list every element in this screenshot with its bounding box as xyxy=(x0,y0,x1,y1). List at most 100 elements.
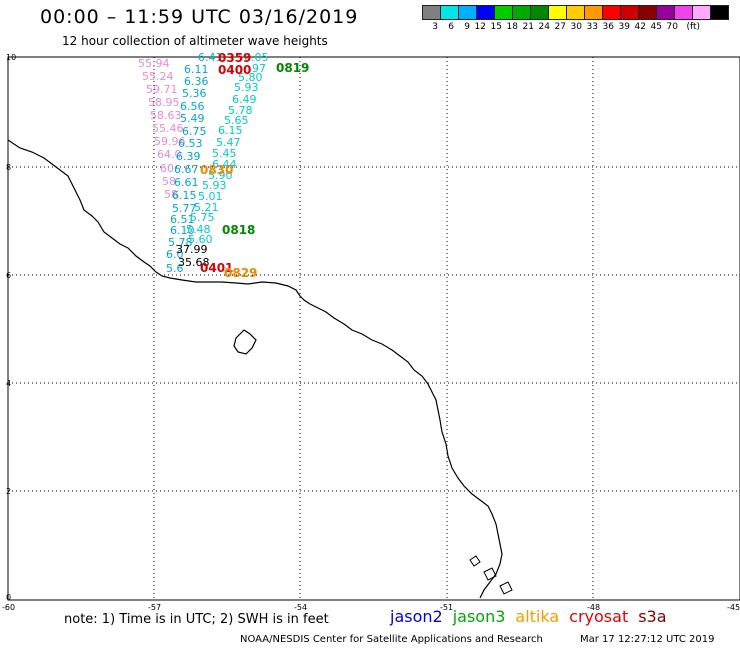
swh-value-label: 6.49 xyxy=(232,93,257,106)
y-tick-10: 10 xyxy=(6,53,16,62)
swh-value-label: 5.80 xyxy=(238,71,263,84)
pass-time-label: 0818 xyxy=(222,223,255,237)
pass-time-label: 0401 xyxy=(200,261,233,275)
swh-value-label: 6.41 xyxy=(198,51,223,64)
swh-value-label: 5.78 xyxy=(228,104,253,117)
legend-label: 36 xyxy=(602,22,614,32)
swh-value-label: 6.75 xyxy=(182,125,207,138)
swh-value-label: 5.47 xyxy=(216,136,241,149)
x-tick--57: -57 xyxy=(148,603,161,612)
swh-value-label: 59.96 xyxy=(154,135,186,148)
swh-value-label: 55.46 xyxy=(152,122,184,135)
swh-value-label: 6.11 xyxy=(184,63,209,76)
swh-value-label: 5.93 xyxy=(202,179,227,192)
swh-value-label: 6.15 xyxy=(218,124,243,137)
swh-value-label: 5.90 xyxy=(208,169,233,182)
swh-value-label: 5.6 xyxy=(166,262,184,275)
satellite-legend: jason2 jason3 altika cryosat s3a xyxy=(390,607,667,626)
swh-value-label: 6.15 xyxy=(172,189,197,202)
swh-value-label: 5.48 xyxy=(186,223,211,236)
swh-value-label: 5.60 xyxy=(188,233,213,246)
legend-label: 45 xyxy=(650,22,662,32)
swh-value-label: 6.56 xyxy=(180,100,205,113)
map-subtitle: 12 hour collection of altimeter wave hei… xyxy=(62,34,328,48)
swh-value-label: 59.71 xyxy=(146,83,178,96)
island-small-a xyxy=(469,555,481,567)
legend-label: 42 xyxy=(634,22,646,32)
swh-value-label: 5.75 xyxy=(190,211,215,224)
x-tick--60: -60 xyxy=(2,603,15,612)
swh-value-label: 5.78 xyxy=(168,236,193,249)
swh-value-label: 60. xyxy=(160,162,178,175)
swh-value-label: 5.21 xyxy=(194,201,219,214)
pass-time-label: 0400 xyxy=(218,63,251,77)
x-tick--54: -54 xyxy=(294,603,307,612)
swh-value-label: 6.53 xyxy=(178,137,203,150)
swh-value-label: 55.94 xyxy=(138,57,170,70)
swh-value-label: 58.63 xyxy=(150,109,182,122)
swh-value-label: 6.0 xyxy=(166,248,184,261)
satellite-jason3: jason3 xyxy=(452,607,506,626)
swh-value-label: 5.77 xyxy=(172,202,197,215)
swh-value-label: 6.67 xyxy=(174,163,199,176)
swh-value-label: 58.95 xyxy=(148,96,180,109)
swh-value-label: 6.61 xyxy=(174,176,199,189)
swh-value-label: 6.51 xyxy=(170,213,195,226)
legend-label: 30 xyxy=(570,22,582,32)
y-tick-2: 2 xyxy=(6,487,11,496)
pass-time-label: 0829 xyxy=(224,266,257,280)
swh-value-label: 6.39 xyxy=(176,150,201,163)
legend-label: 27 xyxy=(554,22,566,32)
x-axis-labels: -60 -57 -54 -51 -48 -45 xyxy=(2,603,740,612)
satellite-jason2: jason2 xyxy=(390,607,443,626)
satellite-cryosat: cryosat xyxy=(569,607,629,626)
credit-text: NOAA/NESDIS Center for Satellite Applica… xyxy=(240,634,543,645)
legend-label: (ft) xyxy=(686,22,700,32)
legend-labels: 3 6 9 12 15 18 21 24 27 30 33 36 39 42 45 70 (ft) xyxy=(422,22,700,32)
swh-value-label: 5.93 xyxy=(234,81,259,94)
footer-note: note: 1) Time is in UTC; 2) SWH is in fe… xyxy=(64,612,329,627)
legend-label: 3 xyxy=(432,22,438,32)
plot-frame xyxy=(7,56,740,601)
y-tick-8: 8 xyxy=(6,163,11,172)
y-tick-4: 4 xyxy=(6,379,11,388)
swh-value-label: 6.36 xyxy=(184,75,209,88)
island-small-b xyxy=(483,567,497,581)
satellite-s3a: s3a xyxy=(638,607,667,626)
track-labels: 55.9455.2459.7158.9558.6355.4659.9664.06… xyxy=(138,51,269,275)
legend-label: 9 xyxy=(464,22,470,32)
legend-label: 33 xyxy=(586,22,598,32)
swh-value-label: 6.44 xyxy=(212,158,237,171)
swh-value-label: 37.99 xyxy=(176,243,208,256)
legend-label: 70 xyxy=(666,22,678,32)
satellite-altika: altika xyxy=(515,607,560,626)
y-tick-6: 6 xyxy=(6,271,11,280)
swh-value-label: 5.49 xyxy=(180,112,205,125)
pass-time-label: 0819 xyxy=(276,61,309,75)
pass-time-label: 0359 xyxy=(218,51,251,65)
grid-lines xyxy=(8,57,740,600)
x-tick--45: -45 xyxy=(727,603,740,612)
swh-value-label: 35.68 xyxy=(178,256,210,269)
legend-swatch xyxy=(710,5,729,20)
island xyxy=(233,329,257,355)
swh-value-label: 6.05 xyxy=(244,51,269,64)
legend-label: 6 xyxy=(448,22,454,32)
legend-swatches xyxy=(422,5,729,20)
y-tick-0: 0 xyxy=(6,593,11,602)
x-tick--51: -51 xyxy=(440,603,453,612)
map-title: 00:00 – 11:59 UTC 03/16/2019 xyxy=(40,6,359,28)
coastline xyxy=(7,139,503,599)
swh-value-label: 6.10 xyxy=(170,224,195,237)
swh-value-label: 5.01 xyxy=(198,190,223,203)
pass-time-label: 0830 xyxy=(200,163,233,177)
x-tick--48: -48 xyxy=(587,603,600,612)
swh-value-label: 58 xyxy=(162,175,176,188)
swh-value-label: 5.36 xyxy=(182,87,207,100)
legend-label: 15 xyxy=(490,22,502,32)
swh-value-label: 58 xyxy=(164,188,178,201)
legend-label: 24 xyxy=(538,22,550,32)
swh-value-label: 5.45 xyxy=(212,147,237,160)
